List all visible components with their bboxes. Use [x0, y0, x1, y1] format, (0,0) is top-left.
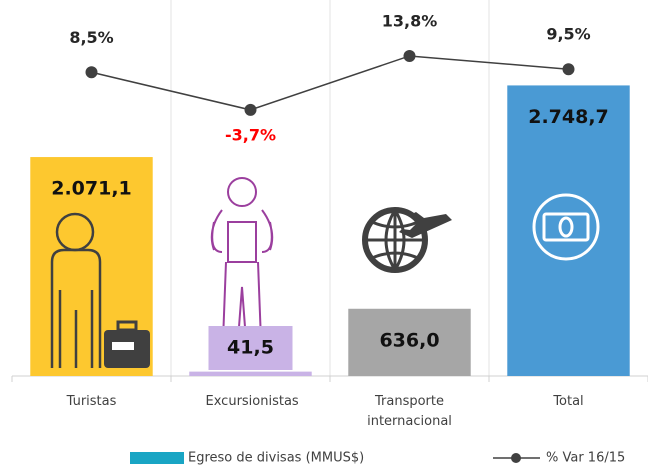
- legend-label: Egreso de divisas (MMUS$): [188, 451, 364, 466]
- line-value-label: 8,5%: [69, 28, 113, 47]
- icon: [112, 342, 134, 350]
- icon: [116, 320, 138, 332]
- legend-label: % Var 16/15: [546, 451, 625, 466]
- line-point: [244, 103, 257, 116]
- bar-value-label: 41,5: [227, 337, 274, 359]
- x-tick-label: Transporte internacional: [367, 394, 452, 429]
- icon-group: [50, 212, 150, 368]
- line-point: [403, 49, 416, 62]
- line-value-label: 13,8%: [382, 11, 438, 30]
- icon: [50, 248, 102, 368]
- line: [91, 55, 569, 111]
- label-box: [208, 326, 293, 370]
- bar: [189, 371, 312, 376]
- legend-marker: [511, 453, 521, 463]
- bar-value-label: 2.748,7: [528, 106, 609, 128]
- bar-value-label: 636,0: [379, 329, 439, 351]
- icon: [210, 209, 274, 368]
- bar: [348, 308, 471, 376]
- icon: [532, 193, 600, 261]
- icon: [542, 212, 590, 242]
- line-point: [562, 63, 575, 76]
- icon: [558, 216, 574, 238]
- line-value-label: 9,5%: [546, 25, 590, 44]
- bar-value-label: 2.071,1: [51, 178, 132, 200]
- icon: [227, 177, 257, 207]
- icon-group: [210, 177, 274, 368]
- icon-group: [362, 207, 452, 273]
- line-value-label: -3,7%: [225, 125, 276, 144]
- x-tick-label: Turistas: [66, 394, 117, 409]
- x-tick-label: Total: [553, 394, 584, 409]
- icon: [399, 212, 452, 238]
- line-point: [85, 66, 98, 79]
- icon-group: [532, 193, 600, 261]
- icon: [365, 209, 425, 271]
- legend-swatch: [130, 452, 184, 464]
- bar: [507, 85, 630, 376]
- x-tick-label: Excursionistas: [205, 394, 299, 409]
